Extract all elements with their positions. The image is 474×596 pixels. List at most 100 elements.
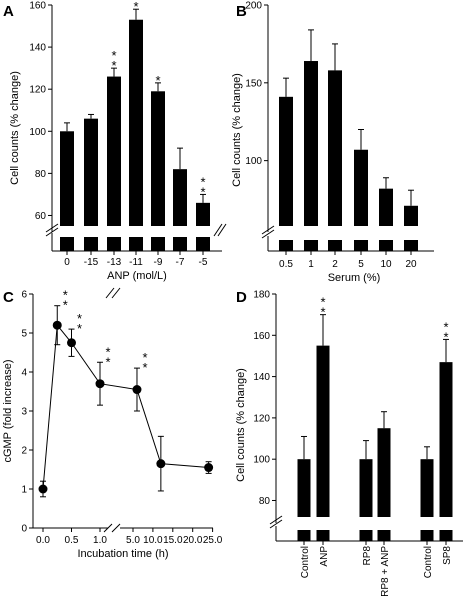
panel-c-xtick-label-5: 15.0 — [163, 535, 183, 546]
panel-a-bar-1 — [84, 118, 98, 226]
panel-a-sig-2-star-1: * — [111, 48, 116, 63]
panel-c-point-6 — [204, 463, 214, 473]
panel-b-xtick-label-4: 10 — [380, 259, 392, 270]
panel-b-xtick-label-0: 0.5 — [279, 259, 293, 270]
panel-b-bar-stub-2 — [328, 240, 342, 251]
panel-d-bar-stub-3 — [377, 530, 391, 541]
panel-a-chart: 6080100120140160*******0-15-13-11-9-7-5A… — [9, 0, 227, 282]
panel-a-bar-stub-3 — [129, 237, 143, 251]
panel-c-ytick-label-4: 4 — [21, 368, 27, 379]
panel-d-sig-1-star-1: * — [320, 295, 325, 310]
panel-c-ylabel: cGMP (fold increase) — [2, 359, 14, 462]
panel-c-xtick-label-7: 25.0 — [203, 535, 223, 546]
panel-b-xtick-label-5: 20 — [405, 259, 417, 270]
panel-a-xtick-label-2: -13 — [107, 257, 122, 268]
panel-a-break-right-2 — [217, 223, 227, 237]
panel-a-bar-3 — [129, 19, 143, 226]
panel-d-ytick-label-4: 160 — [253, 331, 270, 342]
panel-d-ytick-label-1: 100 — [253, 455, 270, 466]
panel-a-bar-0 — [60, 131, 74, 226]
panel-b-xlabel: Serum (%) — [328, 272, 381, 284]
panel-a-bar-4 — [151, 91, 165, 227]
panel-a-xlabel: ANP (mol/L) — [107, 270, 167, 282]
panel-c-sig-1-star-0: * — [63, 298, 68, 313]
panel-c-sig-4-star-0: * — [142, 360, 147, 375]
panel-c-ytick-label-6: 6 — [21, 290, 27, 301]
panel-a-bar-6 — [196, 202, 210, 226]
panel-d-sig-5-star-1: * — [443, 319, 448, 334]
panel-a-bar-stub-6 — [196, 237, 210, 251]
panel-c-point-0 — [38, 484, 48, 494]
panel-c-xlabel: Incubation time (h) — [77, 548, 168, 560]
panel-b-xtick-label-3: 5 — [358, 259, 364, 270]
panel-a-ytick-label-0: 60 — [35, 211, 47, 222]
panel-c-break-top-2 — [111, 287, 121, 299]
panel-c-xtick-label-2: 1.0 — [93, 535, 107, 546]
panel-d-ytick-label-0: 80 — [259, 496, 271, 507]
panel-d-sig-1-star-0: * — [320, 305, 325, 320]
panel-d-sig-5-star-0: * — [443, 329, 448, 344]
panel-c-ytick-label-5: 5 — [21, 329, 27, 340]
panel-d-xtick-label-5: SP8 — [442, 546, 453, 565]
panel-b-ytick-label-2: 200 — [245, 1, 262, 12]
panel-b-bar-1 — [304, 61, 318, 226]
panel-a-sig-3-star-1: * — [133, 0, 138, 4]
panel-b-ytick-label-1: 150 — [245, 78, 262, 89]
panel-c-ytick-label-0: 0 — [21, 524, 27, 535]
panel-a-sig-4-star-0: * — [155, 73, 160, 88]
panel-a-ytick-label-5: 160 — [29, 1, 46, 12]
panel-a-ylabel: Cell counts (% change) — [9, 71, 21, 185]
panel-d-bar-0 — [297, 459, 311, 517]
panel-c-xtick-label-6: 20.0 — [183, 535, 203, 546]
panel-d-bar-5 — [439, 362, 453, 517]
panel-c-break-bottom-1 — [103, 523, 113, 533]
panel-d-bar-stub-4 — [420, 530, 434, 541]
panel-a-sig-2-star-0: * — [111, 58, 116, 73]
panel-b-bar-stub-0 — [279, 240, 293, 251]
panel-c-xtick-label-1: 0.5 — [65, 535, 79, 546]
panel-label-b: B — [236, 3, 247, 20]
panel-a-bar-stub-5 — [173, 237, 187, 251]
panel-d-xtick-label-0: Control — [300, 546, 311, 578]
panel-d-bar-3 — [377, 428, 391, 517]
panel-d-bar-stub-0 — [297, 530, 311, 541]
panel-a-xtick-label-1: -15 — [84, 257, 99, 268]
panel-a-bar-stub-2 — [107, 237, 121, 251]
panel-d-ylabel: Cell counts (% change) — [235, 368, 247, 482]
panel-d-xtick-label-4: Control — [423, 546, 434, 578]
panel-a-xtick-label-3: -11 — [129, 257, 143, 268]
panel-label-d: D — [236, 289, 247, 306]
panel-c-sig-2-star-0: * — [77, 321, 82, 336]
panel-a-xtick-label-4: -9 — [154, 257, 163, 268]
panel-a-bar-5 — [173, 169, 187, 226]
panel-c-point-4 — [132, 385, 142, 395]
panel-b-ylabel: Cell counts (% change) — [231, 73, 243, 187]
panel-d-bar-1 — [316, 345, 330, 517]
panel-d-bar-stub-2 — [359, 530, 373, 541]
panel-d-ytick-label-2: 120 — [253, 413, 270, 424]
panel-c-series-line — [42, 323, 209, 490]
panel-a-sig-6-star-0: * — [200, 184, 205, 199]
panel-c-ytick-label-2: 2 — [21, 446, 27, 457]
panel-d-xtick-label-1: ANP — [319, 546, 330, 567]
panel-a-bar-stub-0 — [60, 237, 74, 251]
panel-a-bar-stub-4 — [151, 237, 165, 251]
panel-c-xtick-label-0: 0.0 — [36, 535, 50, 546]
panel-c-sig-3-star-0: * — [105, 354, 110, 369]
panel-a-break-mark-1 — [45, 223, 59, 233]
panel-c-xtick-label-3: 5.0 — [126, 535, 140, 546]
panel-a-xtick-label-6: -5 — [199, 257, 208, 268]
panel-a-bar-2 — [107, 76, 121, 226]
panel-b-bar-stub-1 — [304, 240, 318, 251]
panel-a-ytick-label-2: 100 — [29, 127, 46, 138]
panel-c-xtick-label-4: 10.0 — [143, 535, 163, 546]
panel-c-sig-1-star-1: * — [63, 288, 68, 303]
panel-a-ytick-label-3: 120 — [29, 85, 46, 96]
panel-b-xtick-label-1: 1 — [308, 259, 314, 270]
panel-a-xtick-label-0: 0 — [64, 257, 70, 268]
panel-d-bar-stub-1 — [316, 530, 330, 541]
panel-b-bar-4 — [379, 188, 393, 226]
panel-a-sig-6-star-1: * — [200, 174, 205, 189]
